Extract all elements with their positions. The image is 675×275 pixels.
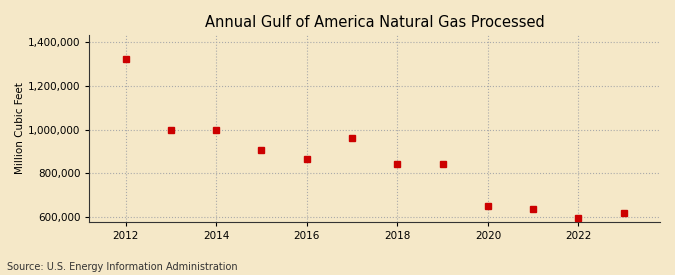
- Title: Annual Gulf of America Natural Gas Processed: Annual Gulf of America Natural Gas Proce…: [205, 15, 545, 30]
- Text: Source: U.S. Energy Information Administration: Source: U.S. Energy Information Administ…: [7, 262, 238, 272]
- Y-axis label: Million Cubic Feet: Million Cubic Feet: [15, 82, 25, 174]
